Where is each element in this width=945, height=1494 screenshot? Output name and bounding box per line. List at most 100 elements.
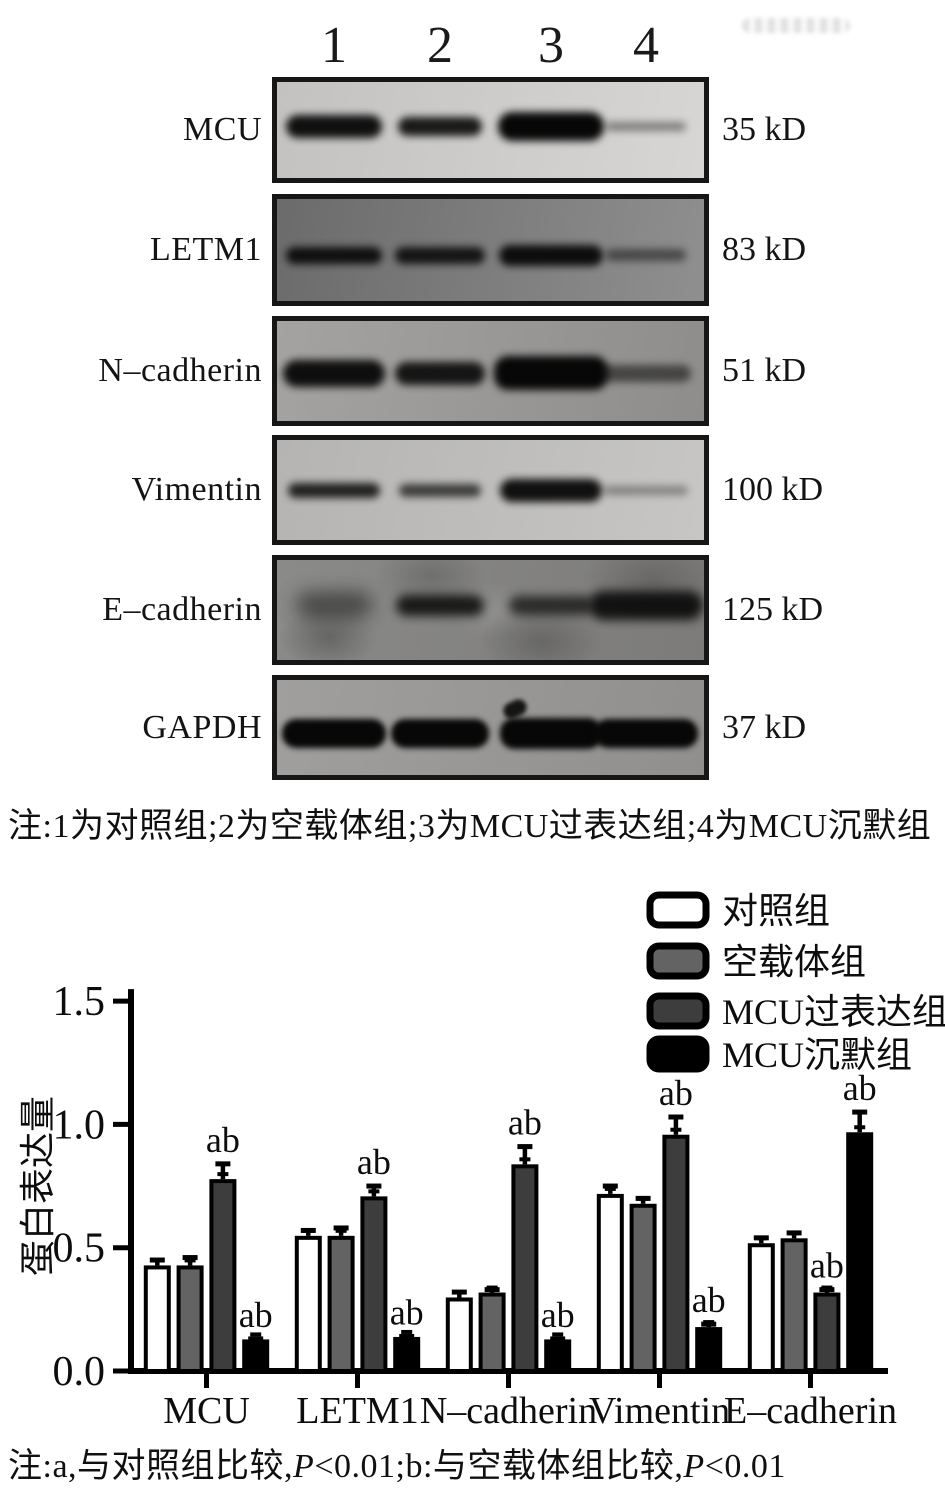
category-label-3: N–cadherin <box>420 1390 597 1432</box>
significance-label: ab <box>357 1142 391 1182</box>
blot-panel-vimentin <box>272 435 709 545</box>
blot-band-lane-1 <box>282 718 386 748</box>
blot-band-lane-3 <box>494 356 608 390</box>
blot-band-lane-2 <box>396 594 484 616</box>
significance-label: ab <box>810 1246 844 1286</box>
kd-label-51-kd: 51 kD <box>722 352 807 389</box>
category-label-5: E–cadherin <box>724 1390 897 1432</box>
blot-label-vimentin: Vimentin <box>131 471 262 508</box>
blot-panel-n-cadherin <box>272 316 709 426</box>
p-value-symbol: P <box>293 1448 315 1485</box>
bar-group2-series3 <box>360 1196 388 1373</box>
blot-label-gapdh: GAPDH <box>142 708 262 746</box>
protein-expression-bar-chart: 0.0 0.5 1.0 1.5 蛋白表达量 MCU ab ab LETM1 ab ab N–cadhe… <box>18 891 945 1432</box>
bar-group5-series1 <box>747 1243 775 1374</box>
kd-label-83-kd: 83 kD <box>722 231 807 268</box>
kd-label-37-kd: 37 kD <box>722 708 807 746</box>
chart-note-text: 注:a,与对照组比较, <box>8 1448 294 1485</box>
significance-label: ab <box>541 1295 575 1335</box>
blot-panel-e-cadherin <box>272 555 709 665</box>
bar-group1-series4 <box>242 1339 270 1373</box>
significance-label: ab <box>390 1292 424 1332</box>
legend-label-4: MCU沉默组 <box>722 1035 912 1075</box>
blot-band-lane-4 <box>606 249 686 262</box>
blot-band-lane-1 <box>296 592 372 618</box>
bar-group1-series3 <box>209 1179 237 1374</box>
bar-group5-series3 <box>813 1292 841 1373</box>
bar-group3-series2 <box>478 1292 506 1373</box>
blot-band-lane-3 <box>499 244 603 266</box>
blot-label-n-cadherin: N–cadherin <box>98 352 262 389</box>
category-label-1: MCU <box>163 1390 250 1432</box>
blot-note: 注:1为对照组;2为空载体组;3为MCU过表达组;4为MCU沉默组 <box>8 808 932 845</box>
blot-label-mcu: MCU <box>183 111 262 148</box>
blot-band-lane-2 <box>398 116 482 136</box>
blot-band-lane-1 <box>288 482 380 498</box>
significance-label: ab <box>239 1295 273 1335</box>
y-tick-label: 1.5 <box>53 979 106 1025</box>
blot-band-lane-1 <box>286 114 382 138</box>
blot-band-lane-4 <box>606 121 686 131</box>
legend-label-1: 对照组 <box>722 891 830 931</box>
bar-group4-series1 <box>596 1193 624 1373</box>
y-tick-label: 1.0 <box>53 1102 106 1148</box>
bar-group2-series4 <box>393 1336 421 1373</box>
blot-band-lane-2 <box>399 483 481 497</box>
scan-artifact <box>742 18 850 33</box>
blot-band-lane-2 <box>395 361 485 385</box>
significance-label: ab <box>692 1280 726 1320</box>
blot-band-lane-4 <box>594 718 698 748</box>
blot-band-lane-4 <box>589 590 703 620</box>
blot-panel-gapdh <box>272 675 709 780</box>
blot-band-lane-3 <box>500 478 602 502</box>
blot-band-lane-2 <box>391 718 489 748</box>
y-axis-title: 蛋白表达量 <box>18 1096 58 1276</box>
chart-note: 注:a,与对照组比较,P<0.01;b:与空载体组比较,P<0.01 <box>8 1438 786 1487</box>
bar-group1-series2 <box>176 1265 204 1374</box>
bar-group3-series3 <box>511 1164 539 1373</box>
y-tick-label: 0.0 <box>53 1349 106 1395</box>
lane-number-4: 4 <box>633 17 659 74</box>
legend-label-3: MCU过表达组 <box>722 992 945 1032</box>
y-tick-label: 0.5 <box>53 1226 106 1272</box>
kd-label-35-kd: 35 kD <box>722 111 807 148</box>
blot-band-lane-1 <box>286 246 382 264</box>
blot-label-letm1: LETM1 <box>149 231 262 268</box>
p-value-symbol: P <box>683 1448 705 1485</box>
blot-label-e-cadherin: E–cadherin <box>102 591 262 628</box>
chart-note-text: <0.01 <box>704 1448 786 1485</box>
blot-band-lane-3 <box>500 717 602 749</box>
kd-label-125-kd: 125 kD <box>722 591 824 628</box>
kd-label-100-kd: 100 kD <box>722 471 824 508</box>
legend-swatch-4 <box>646 1035 710 1073</box>
significance-label: ab <box>843 1068 877 1108</box>
bar-group4-series2 <box>629 1203 657 1374</box>
bar-group2-series1 <box>294 1235 322 1373</box>
bar-group5-series4 <box>846 1132 874 1373</box>
blot-band-lane-3 <box>509 595 593 615</box>
category-label-4: Vimentin <box>589 1390 730 1432</box>
bar-group3-series1 <box>445 1297 473 1373</box>
bar-group5-series2 <box>780 1238 808 1373</box>
bar-group4-series4 <box>695 1327 723 1374</box>
category-label-2: LETM1 <box>296 1390 418 1432</box>
blot-band-lane-3 <box>498 111 604 141</box>
bar-group3-series4 <box>544 1339 572 1373</box>
blot-panel-mcu <box>272 77 709 183</box>
significance-label: ab <box>206 1120 240 1160</box>
blot-band-lane-1 <box>283 359 385 387</box>
lane-number-2: 2 <box>427 17 453 74</box>
legend-swatch-1 <box>646 891 710 929</box>
blot-band-lane-4 <box>601 364 691 382</box>
legend-label-2: 空载体组 <box>722 942 866 982</box>
lane-number-1: 1 <box>321 17 347 74</box>
legend-swatch-3 <box>646 992 710 1030</box>
bar-group1-series1 <box>143 1265 171 1374</box>
bar-group4-series3 <box>662 1134 690 1374</box>
blot-band-lane-4 <box>604 485 688 495</box>
bar-group2-series2 <box>327 1235 355 1373</box>
blot-panel-letm1 <box>272 194 709 306</box>
significance-label: ab <box>508 1103 542 1143</box>
chart-note-text: <0.01;b:与空载体组比较, <box>314 1448 684 1485</box>
